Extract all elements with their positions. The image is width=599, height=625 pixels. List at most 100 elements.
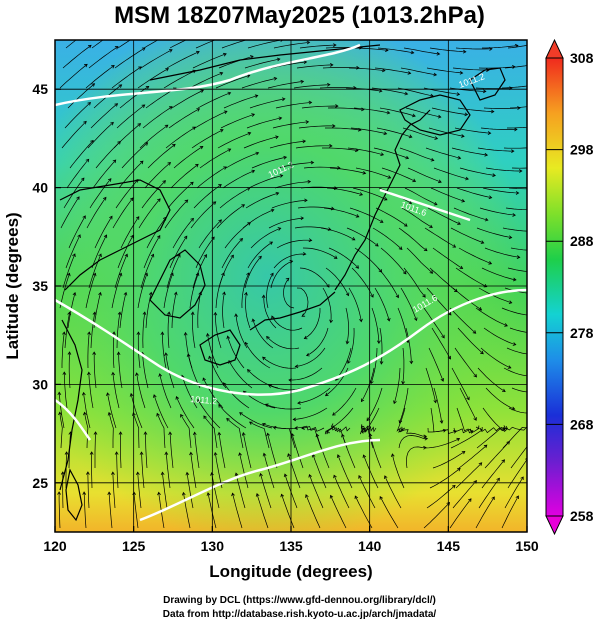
streamline-arrowhead bbox=[486, 68, 490, 72]
streamline bbox=[450, 429, 483, 449]
streamline bbox=[64, 102, 91, 129]
streamline bbox=[113, 123, 141, 149]
streamline-arrowhead bbox=[384, 475, 388, 479]
streamline bbox=[164, 199, 188, 229]
streamline bbox=[180, 414, 192, 449]
streamline-arrowhead bbox=[192, 431, 197, 436]
x-tick-label: 140 bbox=[358, 538, 382, 554]
streamline bbox=[242, 209, 274, 229]
streamline-arrowhead bbox=[305, 120, 310, 124]
streamline-arrowhead bbox=[461, 134, 465, 138]
streamline-arrowhead bbox=[170, 272, 174, 277]
streamline-arrowhead bbox=[297, 401, 301, 405]
streamline-arrowhead bbox=[213, 451, 218, 456]
streamline-arrowhead bbox=[516, 255, 521, 259]
streamline-arrowhead bbox=[141, 104, 146, 108]
streamline bbox=[269, 140, 306, 149]
streamline-arrowhead bbox=[203, 415, 207, 420]
gridlines bbox=[55, 40, 527, 532]
streamline bbox=[325, 267, 349, 296]
streamline bbox=[432, 451, 465, 469]
streamline bbox=[171, 292, 177, 329]
streamline-arrowhead bbox=[246, 272, 250, 277]
streamline bbox=[320, 227, 355, 241]
streamline bbox=[111, 66, 142, 89]
streamline-arrowhead bbox=[157, 198, 161, 202]
streamline bbox=[198, 219, 222, 249]
streamline bbox=[216, 204, 245, 229]
streamline-arrowhead bbox=[102, 196, 107, 201]
streamline-arrowhead bbox=[335, 104, 339, 108]
streamline bbox=[291, 433, 304, 469]
streamline bbox=[377, 47, 414, 54]
streamline-arrowhead bbox=[540, 124, 543, 127]
streamline bbox=[379, 496, 399, 529]
streamline-arrowhead bbox=[441, 334, 445, 339]
streamline-arrowhead bbox=[164, 124, 169, 129]
streamline-arrowhead bbox=[172, 143, 176, 148]
streamline-arrowhead bbox=[253, 36, 256, 39]
streamline-arrowhead bbox=[269, 241, 274, 245]
streamline bbox=[166, 254, 181, 289]
streamline-arrowhead bbox=[205, 332, 210, 337]
streamline bbox=[215, 272, 225, 309]
streamline bbox=[276, 239, 312, 249]
streamline-arrowhead bbox=[227, 34, 230, 37]
streamline bbox=[190, 201, 216, 229]
streamline bbox=[273, 41, 310, 49]
streamline bbox=[115, 179, 139, 209]
streamline bbox=[430, 187, 465, 202]
streamline-arrowhead bbox=[378, 88, 383, 93]
streamline bbox=[215, 75, 250, 89]
streamline bbox=[232, 493, 243, 529]
streamline bbox=[112, 197, 134, 229]
streamline bbox=[502, 227, 527, 232]
streamline-arrowhead bbox=[62, 331, 66, 335]
streamline bbox=[270, 260, 293, 289]
streamline bbox=[295, 347, 326, 367]
streamline-arrowhead bbox=[362, 171, 367, 175]
streamline bbox=[235, 473, 246, 509]
streamline-arrowhead bbox=[330, 63, 334, 67]
streamline bbox=[510, 247, 527, 251]
streamline bbox=[451, 367, 470, 400]
streamline bbox=[501, 495, 519, 529]
streamline bbox=[479, 207, 516, 216]
streamline bbox=[166, 51, 200, 69]
streamline-arrowhead bbox=[110, 121, 114, 126]
streamline-arrowhead bbox=[202, 377, 206, 382]
streamline-arrowhead bbox=[200, 89, 205, 93]
streamline bbox=[482, 187, 519, 194]
streamline-arrowhead bbox=[266, 432, 270, 437]
streamline-arrowhead bbox=[542, 186, 545, 189]
streamline-arrowhead bbox=[197, 399, 201, 403]
streamline-arrowhead bbox=[327, 82, 331, 87]
streamline-arrowhead bbox=[285, 277, 290, 282]
streamline-arrowhead bbox=[410, 50, 415, 55]
isobar-mid bbox=[55, 288, 527, 396]
streamline-arrowhead bbox=[107, 178, 112, 182]
streamline bbox=[153, 394, 169, 429]
streamline bbox=[66, 159, 89, 189]
streamline-arrowhead bbox=[138, 66, 142, 70]
streamline bbox=[226, 418, 244, 449]
streamline bbox=[94, 216, 113, 249]
streamline bbox=[361, 367, 375, 402]
streamline bbox=[423, 502, 450, 529]
streamline bbox=[267, 81, 304, 89]
streamline bbox=[354, 247, 382, 273]
streamline bbox=[508, 407, 527, 414]
streamline bbox=[88, 372, 94, 409]
streamline bbox=[296, 64, 333, 69]
streamline bbox=[193, 184, 222, 209]
streamline-arrowhead bbox=[459, 70, 464, 75]
streamline bbox=[275, 102, 312, 109]
streamline-arrowhead bbox=[165, 68, 169, 72]
streamline-arrowhead bbox=[355, 214, 360, 218]
streamline bbox=[265, 403, 302, 410]
streamline-arrowhead bbox=[262, 356, 266, 361]
streamline-arrowhead bbox=[98, 291, 102, 296]
streamline bbox=[458, 247, 492, 265]
streamline bbox=[137, 273, 148, 309]
streamline-arrowhead bbox=[360, 398, 365, 403]
